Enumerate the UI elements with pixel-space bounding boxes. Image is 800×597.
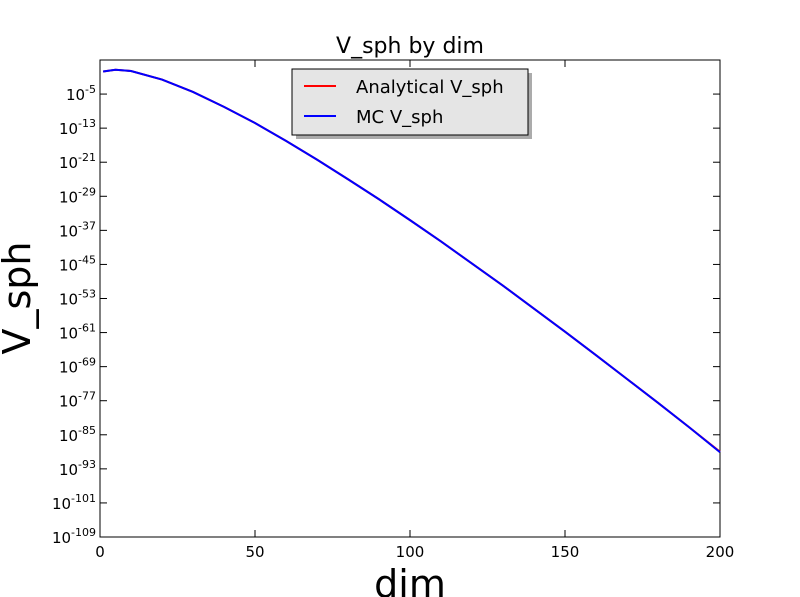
y-tick-label: 10-13 [59, 117, 96, 138]
x-tick-label: 50 [245, 543, 264, 561]
y-tick-label: 10-53 [59, 288, 96, 309]
series-layer [102, 68, 721, 454]
y-axis-title: V_sph [0, 242, 39, 355]
y-tick-label: 10-109 [52, 526, 96, 547]
y-tick-label: 10-93 [59, 458, 96, 479]
chart-title: V_sph by dim [336, 34, 484, 59]
ticks-layer: 0 50 100 150 200 10-5 10-13 10-21 10-29 10-37 10-4… [52, 60, 734, 561]
legend: Analytical V_sph MC V_sph [291, 68, 532, 139]
y-tick-label: 10-29 [59, 185, 96, 206]
x-axis-title: dim [374, 562, 446, 597]
y-tick-label: 10-101 [52, 492, 96, 513]
y-tick-label: 10-77 [59, 390, 96, 411]
y-tick-label: 10-69 [59, 356, 96, 377]
y-tick-label: 10-37 [59, 219, 96, 240]
x-tick-label: 0 [95, 543, 105, 561]
y-tick-label: 10-21 [59, 151, 96, 172]
series-line-mc [102, 68, 721, 454]
legend-label-mc: MC V_sph [356, 107, 443, 128]
legend-label-analytical: Analytical V_sph [356, 77, 504, 98]
y-tick-label: 10-5 [66, 83, 96, 104]
y-tick-label: 10-85 [59, 424, 96, 445]
x-tick-label: 200 [706, 543, 735, 561]
legend-box [291, 68, 529, 136]
x-tick-label: 150 [551, 543, 580, 561]
x-tick-label: 100 [396, 543, 425, 561]
y-tick-label: 10-61 [59, 322, 96, 343]
y-tick-label: 10-45 [59, 253, 96, 274]
plot-area [99, 59, 721, 538]
